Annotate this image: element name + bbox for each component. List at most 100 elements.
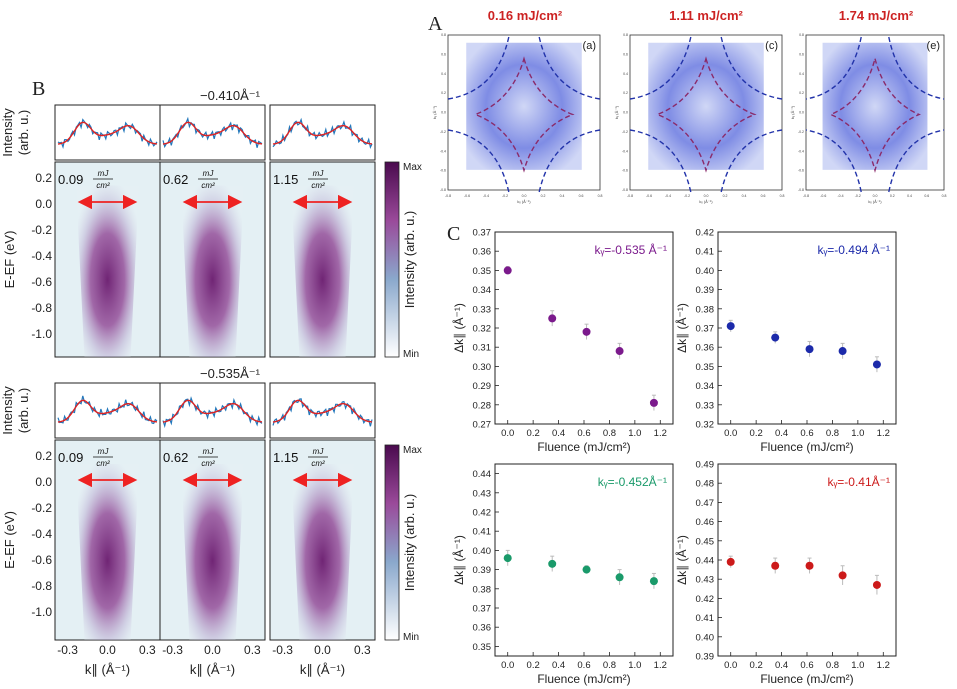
y-tick-label: 0.43	[696, 575, 715, 586]
x-tick-label: 0.0	[724, 428, 737, 439]
y-tick-label: -0.4	[31, 249, 52, 263]
x-tick-label: 0.4	[552, 428, 565, 439]
arpes-intensity	[181, 464, 244, 640]
y-tick-label: 0.32	[696, 420, 715, 431]
y-tick-label: 0.39	[473, 565, 492, 576]
x-tick-label: 1.0	[628, 428, 641, 439]
arpes-intensity	[291, 185, 354, 357]
fluence-unit-den: cm²	[96, 459, 110, 468]
contour-blue	[888, 36, 945, 100]
arpes-row-2: −0.535Å⁻¹ Intensity (arb. u.) E-EF (eV) 0.09…	[0, 366, 422, 677]
x-tick-label: 0.0	[704, 194, 709, 198]
y-tick-label: 0.2	[799, 91, 804, 95]
fluence-value: 0.62	[163, 450, 188, 465]
y-tick-label: 0.42	[696, 594, 715, 605]
y-tick-label: 0.29	[473, 381, 492, 392]
y-tick-label: -0.8	[31, 301, 52, 315]
y-tick-label: 0.31	[473, 343, 492, 354]
y-tick-label: 0.44	[473, 469, 492, 480]
y-tick-label: 0.2	[441, 91, 446, 95]
y-tick-label: 0.8	[623, 33, 628, 37]
y-tick-label: 0.42	[473, 508, 492, 519]
x-axis-label: k∥ (Å⁻¹)	[190, 662, 235, 677]
x-tick-label: 0.6	[800, 660, 813, 671]
y-tick-label: 0.37	[696, 324, 715, 335]
edc-fit-line	[162, 121, 263, 145]
contour-blue	[720, 129, 783, 193]
y-tick-label: 0.49	[696, 460, 715, 471]
x-tick-label: 0.8	[780, 194, 785, 198]
arpes-intensity	[76, 185, 139, 357]
data-point	[771, 561, 780, 570]
chart-title: kᵧ=-0.494 Å⁻¹	[817, 242, 890, 257]
chart-frame	[717, 463, 897, 657]
arpes-row-1: −0.410Å⁻¹ Intensity (arb. u.) E-EF (eV) 0.09…	[0, 88, 422, 360]
x-tick-label: 0.4	[775, 660, 788, 671]
colorbar-label: Intensity (arb. u.)	[402, 494, 417, 592]
x-tick-label: -0.6	[820, 194, 826, 198]
x-tick-label: 1.0	[851, 660, 864, 671]
arpes-column-3: 1.15 mJ cm² -0.3 0.0 0.3 k∥ (Å⁻¹)	[269, 382, 376, 677]
x-tick-label: 0.8	[598, 194, 603, 198]
fluence-title: 1.74 mJ/cm²	[839, 8, 914, 23]
panel-c-label: C	[447, 223, 460, 245]
x-tick-label: 0.2	[541, 194, 546, 198]
edc-fit-line	[272, 399, 373, 423]
edc-y-label-2: (arb. u.)	[16, 110, 31, 156]
y-tick-label: 0.40	[696, 632, 715, 643]
x-tick-label: 0.6	[577, 660, 590, 671]
y-tick-label: -0.8	[31, 579, 52, 593]
chart-title: kᵧ=-0.535 Å⁻¹	[594, 242, 667, 257]
y-tick-label: 0.0	[35, 475, 52, 489]
x-tick-label: -0.3	[57, 643, 78, 657]
x-tick-label: 0.6	[577, 428, 590, 439]
y-axis-label: kᵧ (Å⁻¹)	[432, 105, 437, 119]
arpes-column-2: 0.62 mJ cm² -0.3 0.0 0.3 k∥ (Å⁻¹)	[159, 382, 266, 677]
y-tick-label: 0.2	[35, 171, 52, 185]
y-tick-label: 0.34	[696, 381, 715, 392]
fluence-unit-den: cm²	[201, 181, 215, 190]
y-axis-label: Δk∥ (Å⁻¹)	[674, 303, 689, 353]
y-tick-label: 0.39	[696, 285, 715, 296]
fermi-map-3: 1.74 mJ/cm² (e) -0.8 -0.6 -0.4 -0.2 0.0 0.2 0.4 0…	[790, 8, 946, 204]
fluence-chart-1: 0.27 0.28 0.29 0.30 0.31 0.32 0.33 0.34 0.35 0.36…	[451, 228, 674, 454]
y-tick-label: 0.4	[441, 72, 446, 76]
chart-title: kᵧ=-0.452Å⁻¹	[598, 474, 667, 489]
intensity-map	[648, 42, 764, 170]
contour-blue	[805, 36, 862, 100]
data-point	[872, 360, 881, 369]
data-point	[726, 322, 735, 331]
y-tick-label: 0.8	[799, 33, 804, 37]
arpes-intensity	[291, 464, 354, 640]
x-tick-label: 0.3	[139, 643, 156, 657]
x-tick-label: -0.3	[272, 643, 293, 657]
x-tick-label: 0.8	[603, 428, 616, 439]
edc-fit-line	[57, 121, 158, 145]
subpanel-label: (e)	[927, 40, 940, 52]
y-tick-label: 0.35	[473, 642, 492, 653]
y-tick-label: 0.35	[696, 362, 715, 373]
edc-frame	[159, 382, 266, 439]
data-point	[838, 571, 847, 580]
x-axis-label: k∥ (Å⁻¹)	[300, 662, 345, 677]
y-tick-label: 0.42	[696, 228, 715, 239]
y-tick-label: 0.41	[696, 247, 715, 258]
colorbar-min-label: Min	[403, 632, 419, 643]
data-point	[615, 347, 624, 356]
y-tick-label: 0.2	[35, 449, 52, 463]
x-tick-label: 0.0	[99, 643, 116, 657]
fluence-unit-num: mJ	[98, 169, 110, 178]
data-point	[615, 573, 624, 582]
subpanel-label: (a)	[583, 40, 596, 52]
y-tick-label: -0.2	[440, 130, 446, 134]
fluence-value: 0.09	[58, 172, 83, 187]
y-tick-label: 0.36	[473, 247, 492, 258]
y-tick-label: 0.6	[623, 52, 628, 56]
x-tick-label: -0.6	[646, 194, 652, 198]
x-tick-label: 0.4	[552, 660, 565, 671]
contour-red	[829, 55, 921, 174]
y-tick-label: -1.0	[31, 605, 52, 619]
arpes-column-1: 0.09 mJ cm² -0.3 0.0 0.3 k∥ (Å⁻¹)	[54, 382, 161, 677]
chart-frame	[494, 463, 674, 657]
y-tick-label: -0.6	[798, 169, 804, 173]
